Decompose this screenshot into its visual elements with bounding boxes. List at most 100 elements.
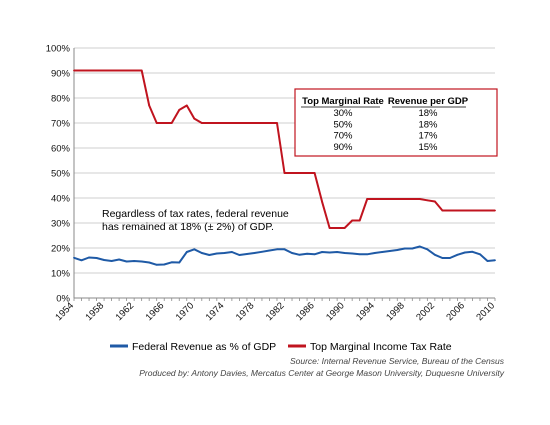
federal-revenue-point [276, 248, 278, 251]
federal-revenue-point [313, 253, 316, 256]
top-marginal-rate-point [321, 200, 323, 203]
federal-revenue-point [343, 252, 346, 254]
y-tick-label: 70% [51, 119, 71, 130]
legend: Federal Revenue as % of GDP Top Marginal … [110, 341, 452, 353]
federal-revenue-point [140, 260, 143, 263]
top-marginal-rate-point [200, 122, 203, 124]
x-tick-label: 1998 [384, 300, 407, 323]
top-marginal-rate-point [418, 198, 421, 200]
federal-revenue-point [298, 253, 301, 256]
inset-table-header: Top Marginal Rate [302, 96, 384, 107]
inset-table-cell: 50% [333, 119, 353, 130]
x-tick-label: 1970 [174, 300, 197, 323]
federal-revenue-point [268, 249, 271, 252]
top-marginal-rate-point [366, 198, 369, 200]
top-marginal-rate-point [193, 117, 196, 120]
y-tick-label: 80% [51, 94, 71, 105]
federal-revenue-point [358, 253, 361, 256]
federal-revenue-point [103, 259, 105, 261]
federal-revenue-point [155, 263, 158, 266]
federal-revenue-point [170, 261, 173, 264]
inset-table-frame [294, 88, 498, 157]
top-marginal-rate-point [148, 104, 151, 107]
top-marginal-rate-point [178, 108, 181, 111]
y-tick-label: 10% [51, 269, 71, 280]
top-marginal-rate-point [185, 104, 188, 107]
federal-revenue-point [426, 248, 429, 251]
x-tick-label: 1974 [204, 300, 227, 323]
federal-revenue-point [208, 254, 211, 256]
federal-revenue-point [418, 245, 421, 248]
top-marginal-rate-point [358, 219, 361, 222]
top-marginal-rate-point [170, 122, 173, 124]
federal-revenue-point [80, 259, 83, 262]
top-marginal-rate-point [73, 69, 75, 72]
federal-revenue-point [321, 251, 323, 253]
top-marginal-rate-point [441, 209, 444, 212]
federal-revenue-point [185, 251, 188, 253]
y-tick-label: 50% [51, 169, 71, 180]
inset-table-cell: 17% [418, 131, 438, 142]
federal-revenue-point [403, 247, 406, 250]
federal-revenue-point [366, 253, 369, 256]
federal-revenue-point [246, 253, 248, 255]
y-tick-label: 0% [56, 294, 70, 305]
top-marginal-rate-point [276, 122, 278, 124]
inset-table-cell: 18% [418, 108, 438, 119]
federal-revenue-point [215, 252, 218, 255]
top-marginal-rate-point [433, 200, 436, 203]
inset-table-cell: 90% [333, 142, 353, 153]
y-tick-label: 20% [51, 244, 71, 255]
federal-revenue-point [471, 250, 474, 253]
source-note: Source: Internal Revenue Service, Bureau… [139, 356, 504, 378]
legend-label: Federal Revenue as % of GDP [132, 341, 276, 353]
top-marginal-rate-point [155, 122, 158, 124]
x-tick-label: 2010 [474, 300, 497, 323]
x-tick-label: 2002 [414, 300, 437, 323]
federal-revenue-point [125, 260, 128, 263]
source-line-1: Source: Internal Revenue Service, Bureau… [290, 356, 505, 366]
annotation-line-1: Regardless of tax rates, federal revenue [102, 208, 289, 220]
x-tick-label: 1966 [144, 300, 167, 323]
federal-revenue-point [351, 252, 354, 255]
federal-revenue-point [464, 251, 466, 254]
y-tick-label: 90% [51, 69, 71, 80]
axes: 0%10%20%30%40%50%60%70%80%90%100%1954 195… [46, 44, 497, 324]
federal-revenue-point [253, 252, 256, 254]
x-tick-label: 1990 [324, 300, 347, 323]
annotation: Regardless of tax rates, federal revenue… [102, 208, 289, 233]
inset-table-cell: 18% [418, 119, 438, 130]
x-tick-label: 2006 [444, 300, 467, 323]
x-tick-label: 1986 [294, 300, 317, 323]
y-tick-label: 30% [51, 219, 71, 230]
federal-revenue-point [306, 252, 308, 255]
x-tick-label: 1982 [264, 300, 287, 323]
inset-table: Top Marginal Rate Revenue per GDP 30% 18% 50… [294, 88, 498, 157]
federal-revenue-point [88, 256, 90, 259]
federal-revenue-point [193, 248, 196, 251]
x-tick-label: 1962 [114, 300, 137, 323]
federal-revenue-point [456, 253, 459, 256]
federal-revenue-point [328, 251, 331, 254]
inset-table-cell: 30% [333, 108, 353, 119]
federal-revenue-point [433, 253, 436, 256]
y-tick-label: 40% [51, 194, 71, 205]
inset-table-cell: 70% [333, 131, 353, 142]
federal-revenue-point [373, 252, 376, 254]
federal-revenue-point [178, 261, 181, 264]
x-tick-label: 1978 [234, 300, 257, 323]
federal-revenue-point [133, 260, 136, 262]
federal-revenue-point [291, 252, 293, 254]
inset-table-header: Revenue per GDP [388, 96, 469, 107]
legend-label: Top Marginal Income Tax Rate [310, 341, 452, 353]
federal-revenue-point [230, 251, 233, 253]
federal-revenue-point [441, 257, 444, 259]
top-marginal-rate-point [494, 209, 496, 212]
top-marginal-rate-point [351, 219, 354, 222]
federal-revenue-point [448, 257, 451, 259]
top-marginal-rate-point [328, 227, 331, 229]
x-tick-label: 1994 [354, 300, 377, 323]
federal-revenue-point [411, 247, 414, 250]
top-marginal-rate-point [140, 69, 143, 72]
